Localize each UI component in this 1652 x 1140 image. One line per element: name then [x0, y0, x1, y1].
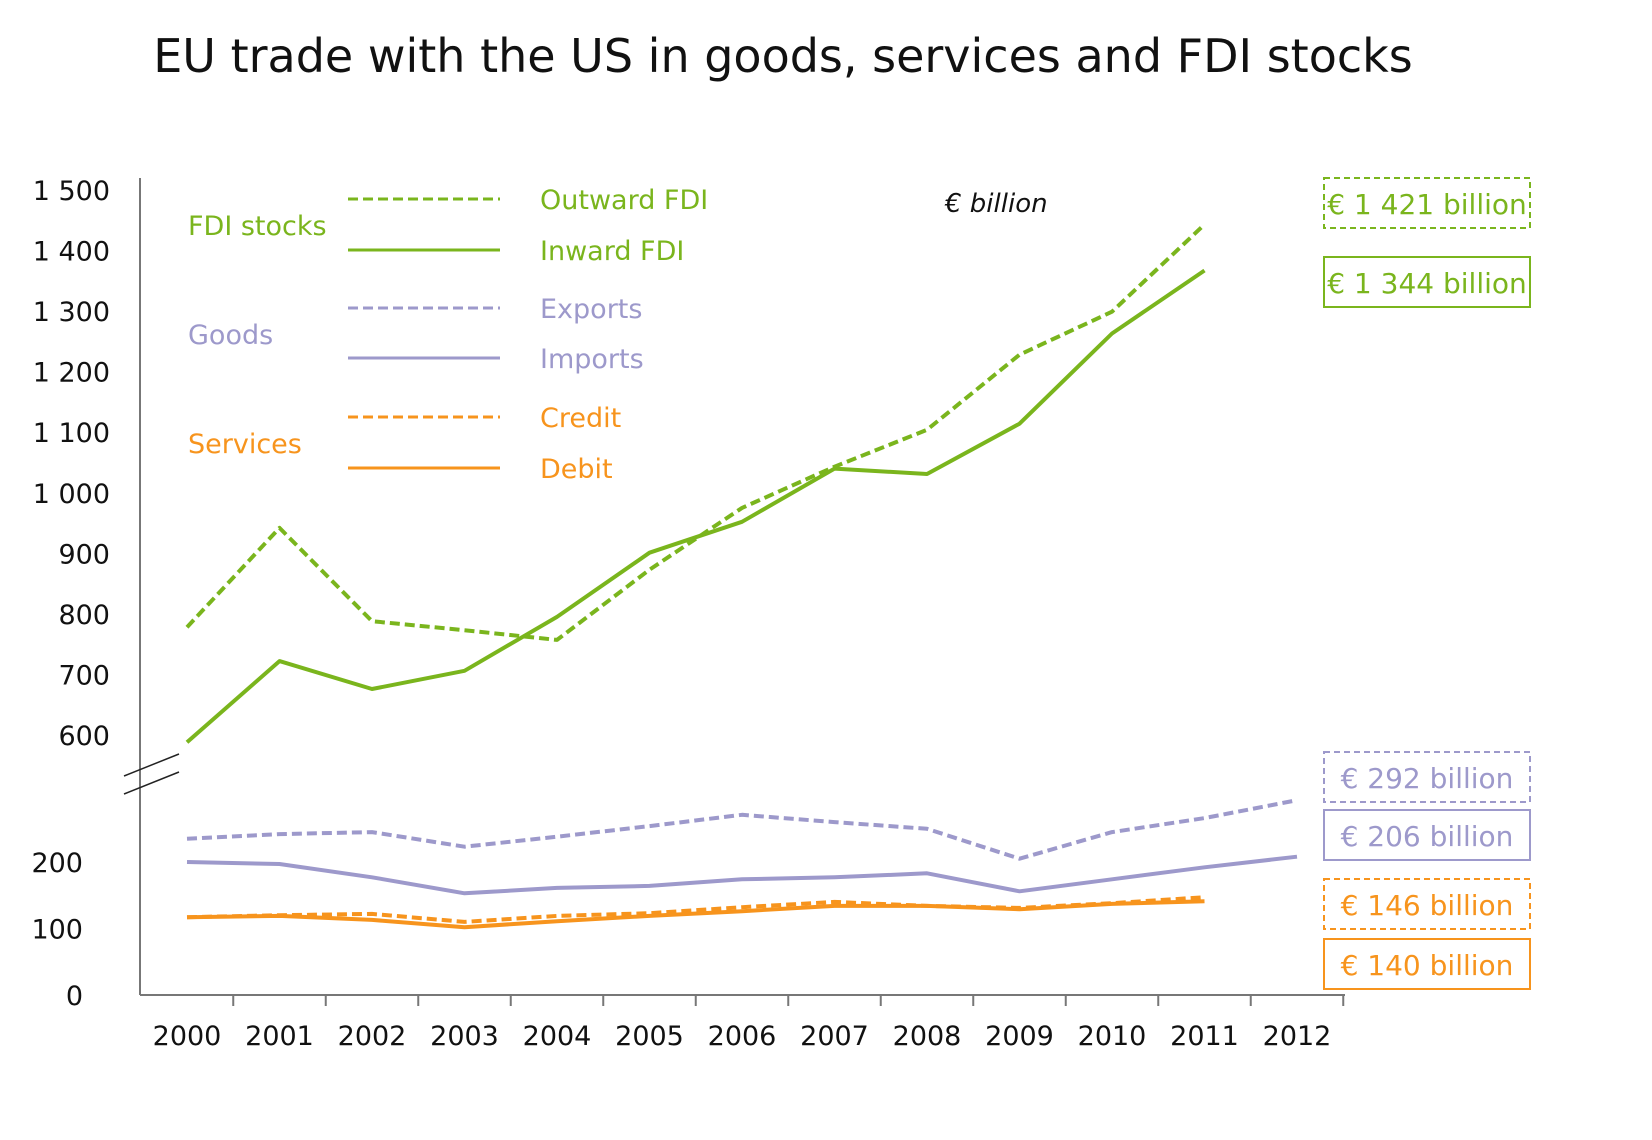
axis-break-mark [123, 753, 180, 777]
end-value-box [1323, 256, 1531, 308]
x-tick-label: 2008 [893, 1021, 962, 1052]
y-tick-label: 100 [31, 915, 83, 946]
y-tick-label: 1 400 [33, 237, 110, 268]
end-value-label: € 1 344 billion [1327, 267, 1527, 300]
legend-label: Credit [540, 403, 621, 434]
x-tick-label: 2010 [1078, 1021, 1147, 1052]
y-tick-label: 1 000 [33, 479, 110, 510]
y-tick-label: 700 [58, 660, 110, 691]
legend-label: Imports [540, 344, 644, 375]
y-tick-label: 800 [58, 600, 110, 631]
x-tick-label: 2006 [708, 1021, 777, 1052]
y-tick-label: 600 [58, 721, 110, 752]
y-tick-label: 1 300 [33, 297, 110, 328]
end-value-box [1323, 177, 1531, 229]
legend: FDI stocks Goods Services Outward FDI Inward… [188, 185, 708, 485]
y-tick-label: 1 200 [33, 358, 110, 389]
y-tick-label: 1 100 [33, 418, 110, 449]
legend-group-label: Services [188, 429, 302, 460]
series-line-imports [186, 854, 1298, 896]
axis-break-mark [123, 771, 180, 795]
y-tick-label: 0 [66, 981, 83, 1012]
legend-label: Exports [540, 294, 642, 325]
unit-label: € billion [944, 189, 1048, 219]
series-line-exports [186, 798, 1298, 861]
end-value-box [1323, 751, 1531, 803]
legend-group-label: FDI stocks [188, 211, 327, 242]
end-value-box [1323, 878, 1531, 930]
chart-title: EU trade with the US in goods, services … [153, 29, 1413, 83]
series-line-inward-fdi [185, 268, 1206, 744]
end-value-label: € 140 billion [1341, 949, 1514, 982]
x-tick-label: 2001 [245, 1021, 314, 1052]
end-value-box [1323, 938, 1531, 990]
x-tick-label: 2005 [615, 1021, 684, 1052]
x-tick-label: 2003 [430, 1021, 499, 1052]
legend-group-label: Goods [188, 320, 273, 351]
end-value-label: € 206 billion [1341, 820, 1514, 853]
series-lines [185, 223, 1298, 930]
end-value-labels: € 1 421 billion € 1 344 billion € 292 bill… [1323, 177, 1531, 990]
x-tick-label: 2009 [985, 1021, 1054, 1052]
x-tick-label: 2007 [800, 1021, 869, 1052]
series-line-outward-fdi [185, 223, 1206, 642]
end-value-label: € 146 billion [1341, 889, 1514, 922]
x-tick-label: 2011 [1170, 1021, 1239, 1052]
end-value-label: € 1 421 billion [1327, 188, 1527, 221]
legend-label: Debit [540, 454, 613, 485]
y-tick-label: 900 [58, 539, 110, 570]
end-value-box [1323, 809, 1531, 861]
x-tick-label: 2004 [523, 1021, 592, 1052]
series-line-debit [186, 899, 1205, 930]
end-value-label: € 292 billion [1341, 762, 1514, 795]
y-tick-label: 200 [31, 848, 83, 879]
legend-label: Outward FDI [540, 185, 708, 216]
y-tick-label: 1 500 [33, 176, 110, 207]
x-tick-label: 2002 [338, 1021, 407, 1052]
x-tick-label: 2012 [1263, 1021, 1332, 1052]
x-tick-label: 2000 [153, 1021, 222, 1052]
legend-label: Inward FDI [540, 236, 684, 267]
axes: 600 700 800 900 1 000 1 100 1 200 1 300 1 400 1 5… [31, 176, 1345, 1052]
